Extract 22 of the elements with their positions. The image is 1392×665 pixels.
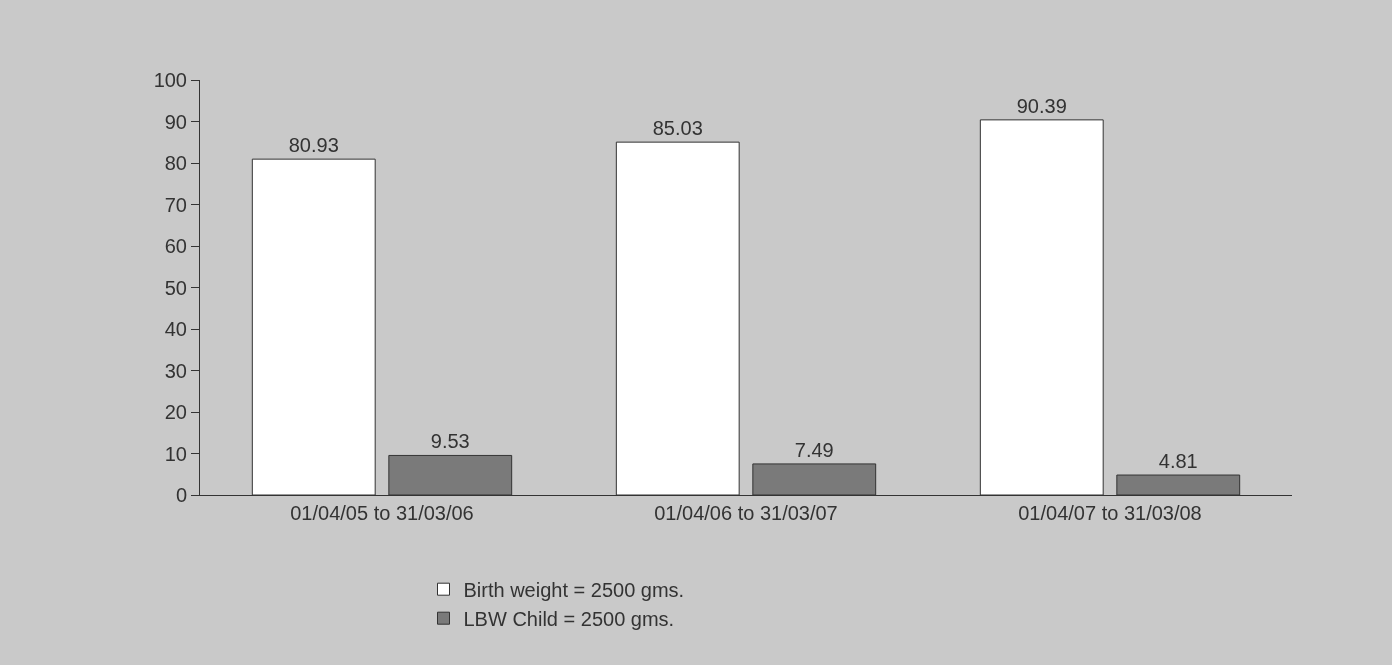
legend-label: Birth weight = 2500 gms. <box>463 579 685 601</box>
y-tick-label: 10 <box>164 442 187 465</box>
data-label: 85.03 <box>652 117 703 140</box>
y-tick-label: 90 <box>164 110 187 133</box>
data-label: 80.93 <box>288 134 339 157</box>
data-label: 9.53 <box>430 430 470 453</box>
y-tick-label: 40 <box>164 318 187 340</box>
data-label: 4.81 <box>1158 450 1198 473</box>
y-tick-label: 80 <box>164 152 187 174</box>
data-label: 90.39 <box>1016 94 1067 117</box>
y-tick-label: 50 <box>164 276 187 299</box>
x-tick-label: 01/04/07 to 31/03/08 <box>1018 502 1202 524</box>
y-tick-label: 100 <box>153 69 187 91</box>
y-tick-label: 20 <box>164 401 187 423</box>
y-tick-label: 30 <box>164 359 187 382</box>
y-tick-label: 70 <box>164 193 187 216</box>
legend-label: LBW Child = 2500 gms. <box>463 608 675 630</box>
x-tick-label: 01/04/05 to 31/03/06 <box>290 502 474 524</box>
y-tick-label: 60 <box>164 235 187 257</box>
y-tick-label: 0 <box>175 484 187 506</box>
x-tick-label: 01/04/06 to 31/03/07 <box>654 502 838 524</box>
data-label: 7.49 <box>794 438 834 461</box>
